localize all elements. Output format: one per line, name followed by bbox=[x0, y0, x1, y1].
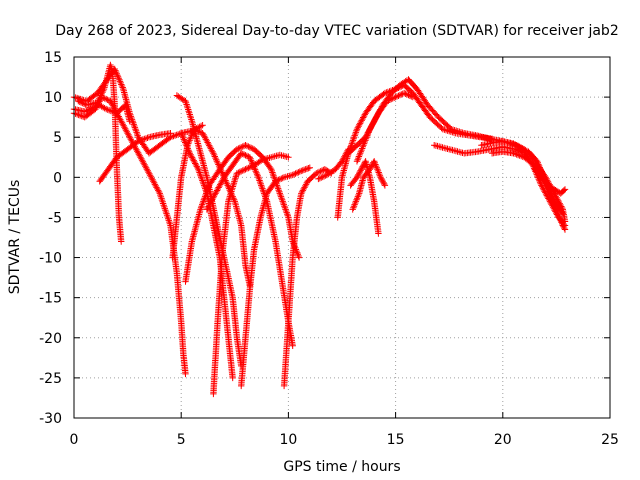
y-tick-label: 5 bbox=[53, 130, 62, 146]
series-markers bbox=[347, 158, 382, 237]
series-markers bbox=[353, 89, 416, 165]
x-tick-label: 10 bbox=[279, 432, 297, 448]
series-track-12 bbox=[238, 164, 313, 390]
chart-title: Day 268 of 2023, Sidereal Day-to-day VTE… bbox=[55, 23, 618, 39]
series-markers bbox=[75, 97, 133, 125]
x-tick-label: 5 bbox=[177, 432, 186, 448]
series-markers bbox=[96, 130, 174, 185]
series-markers bbox=[182, 142, 303, 285]
y-tick-label: -5 bbox=[48, 210, 62, 226]
series-track-23 bbox=[488, 148, 569, 233]
series-markers bbox=[280, 166, 335, 390]
series-track-17 bbox=[349, 158, 389, 213]
series-markers bbox=[349, 158, 389, 213]
y-tick-label: -10 bbox=[39, 251, 62, 267]
series-track-19 bbox=[347, 158, 382, 237]
x-tick-label: 0 bbox=[70, 432, 79, 448]
series-track-11 bbox=[210, 151, 292, 398]
x-tick-label: 20 bbox=[494, 432, 512, 448]
y-tick-label: 10 bbox=[44, 90, 62, 106]
series-markers bbox=[210, 151, 292, 398]
y-tick-label: -20 bbox=[39, 331, 62, 347]
y-tick-label: 15 bbox=[44, 50, 62, 66]
series-markers bbox=[169, 126, 253, 289]
y-tick-label: -30 bbox=[39, 411, 62, 427]
y-tick-label: -25 bbox=[39, 371, 62, 387]
x-tick-label: 25 bbox=[601, 432, 619, 448]
grid bbox=[74, 57, 610, 418]
y-axis-label: SDTVAR / TECUs bbox=[7, 180, 23, 295]
data-points bbox=[70, 61, 569, 398]
x-axis-label: GPS time / hours bbox=[283, 459, 400, 475]
plot-frame bbox=[73, 56, 611, 419]
series-track-04 bbox=[96, 130, 174, 185]
series-track-06 bbox=[169, 126, 253, 289]
y-tick-label: 0 bbox=[53, 170, 62, 186]
x-tick-label: 15 bbox=[387, 432, 405, 448]
series-track-09 bbox=[182, 142, 303, 285]
series-markers bbox=[238, 164, 313, 390]
series-track-18 bbox=[353, 89, 416, 165]
series-track-05 bbox=[75, 97, 133, 125]
series-markers bbox=[488, 148, 569, 233]
series-track-13 bbox=[280, 166, 335, 390]
y-tick-label: -15 bbox=[39, 291, 62, 307]
